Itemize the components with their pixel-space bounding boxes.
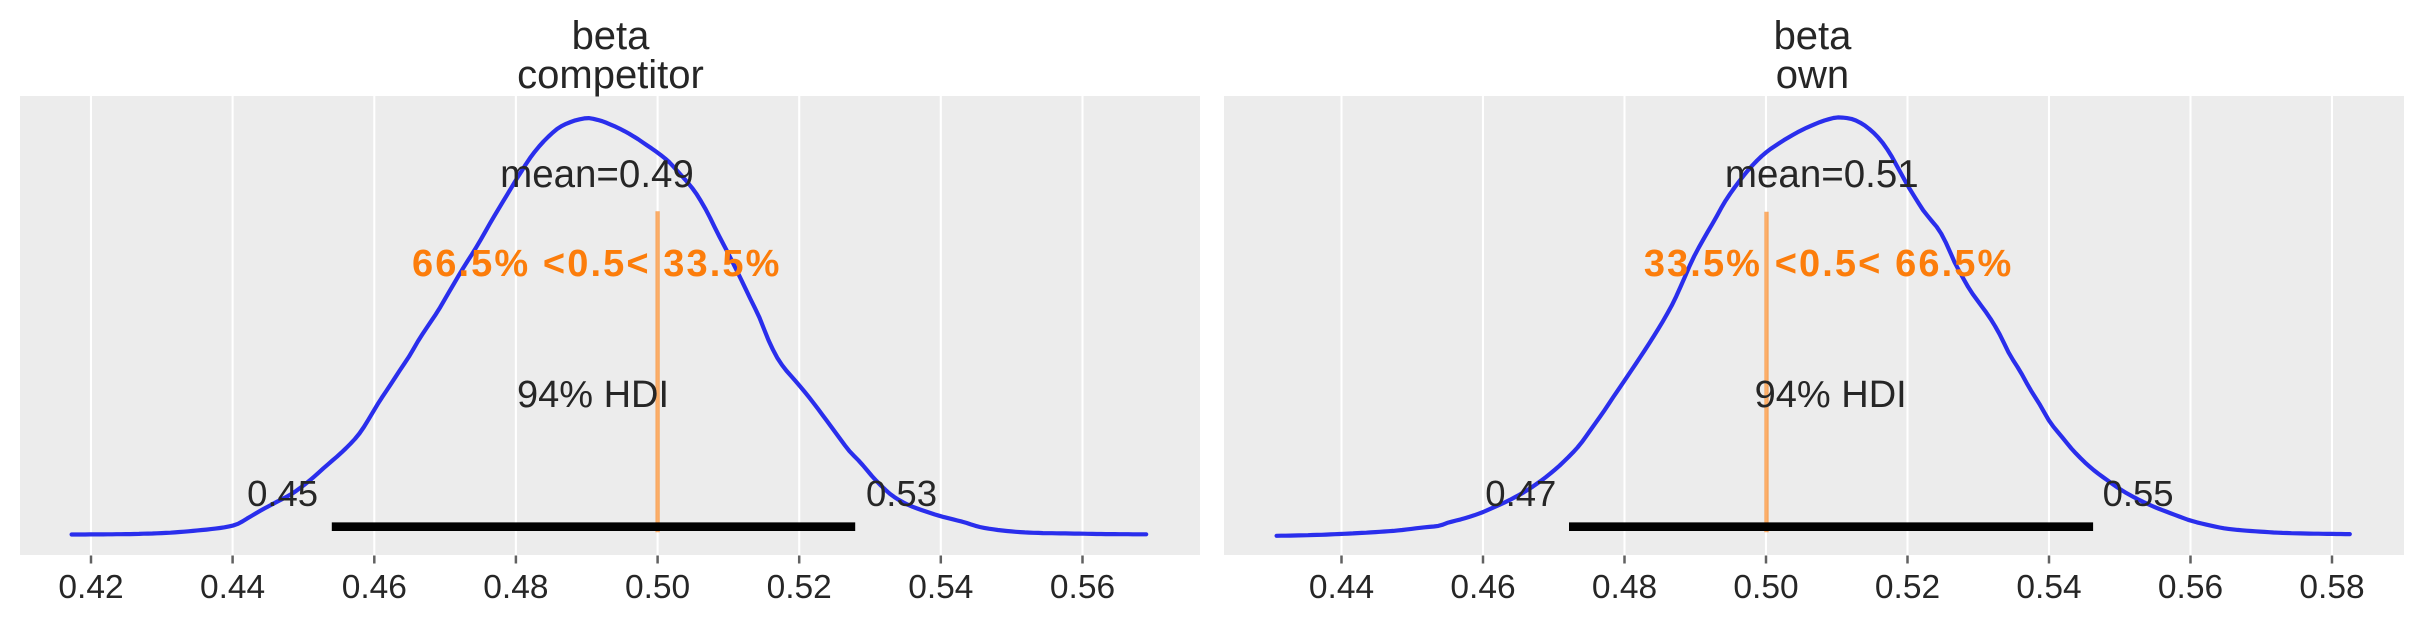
svg-text:94% HDI: 94% HDI <box>1755 374 1907 416</box>
svg-text:0.44: 0.44 <box>1309 569 1374 606</box>
svg-text:0.42: 0.42 <box>58 569 123 606</box>
svg-text:0.55: 0.55 <box>2103 473 2174 514</box>
svg-text:0.46: 0.46 <box>342 569 407 606</box>
svg-text:0.44: 0.44 <box>200 569 265 606</box>
svg-text:0.50: 0.50 <box>1733 569 1798 606</box>
svg-text:0.46: 0.46 <box>1450 569 1515 606</box>
svg-text:0.50: 0.50 <box>625 569 690 606</box>
svg-text:mean=0.51: mean=0.51 <box>1725 153 1919 196</box>
svg-text:0.47: 0.47 <box>1485 473 1556 514</box>
svg-text:0.48: 0.48 <box>483 569 548 606</box>
svg-text:own: own <box>1776 53 1849 97</box>
svg-text:0.53: 0.53 <box>866 473 937 514</box>
svg-text:33.5% <0.5< 66.5%: 33.5% <0.5< 66.5% <box>1644 243 2014 285</box>
svg-text:beta: beta <box>1774 14 1853 58</box>
svg-text:0.58: 0.58 <box>2299 569 2364 606</box>
svg-text:0.48: 0.48 <box>1592 569 1657 606</box>
svg-text:0.52: 0.52 <box>1875 569 1940 606</box>
svg-text:competitor: competitor <box>517 53 704 97</box>
svg-text:0.45: 0.45 <box>247 473 318 514</box>
svg-text:0.56: 0.56 <box>2158 569 2223 606</box>
svg-text:66.5% <0.5< 33.5%: 66.5% <0.5< 33.5% <box>412 243 782 285</box>
svg-text:0.56: 0.56 <box>1050 569 1115 606</box>
svg-text:0.52: 0.52 <box>767 569 832 606</box>
svg-text:0.54: 0.54 <box>908 569 973 606</box>
svg-text:94% HDI: 94% HDI <box>517 374 669 416</box>
svg-text:mean=0.49: mean=0.49 <box>500 153 694 196</box>
svg-text:beta: beta <box>572 14 651 58</box>
svg-text:0.54: 0.54 <box>2016 569 2081 606</box>
